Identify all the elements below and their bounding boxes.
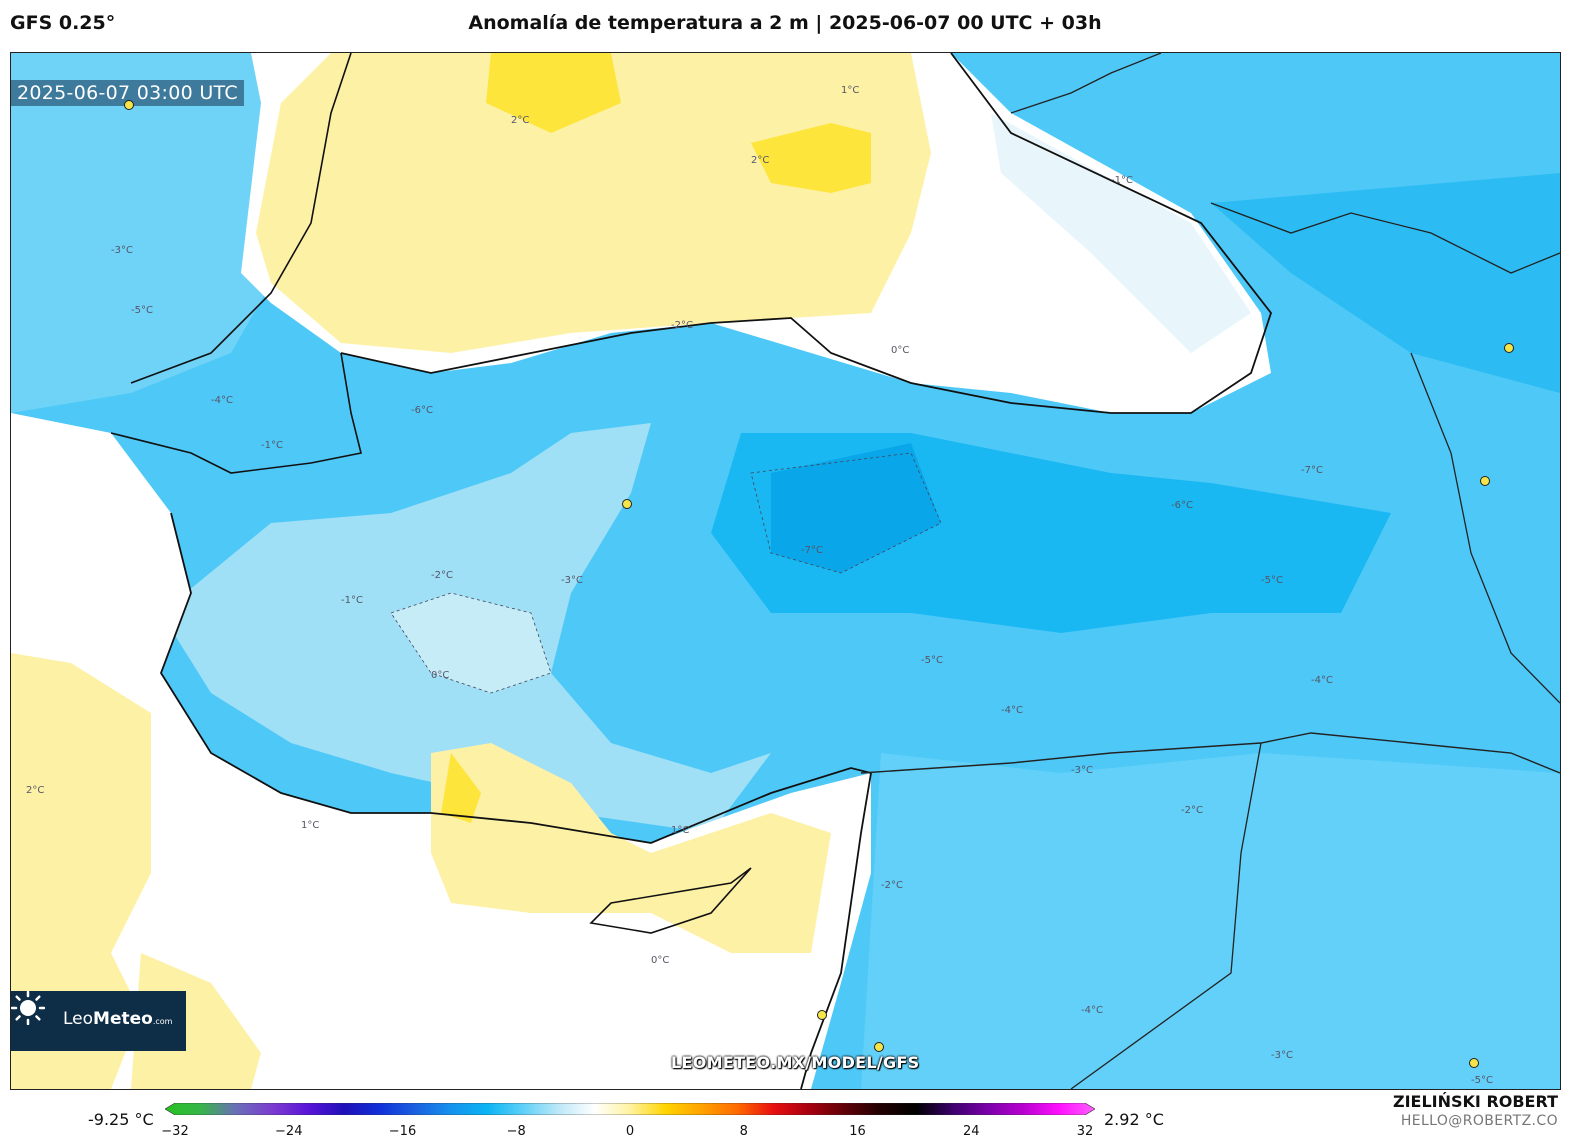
- contour-label: 2°C: [511, 115, 529, 126]
- contour-label: 0°C: [891, 345, 909, 356]
- map-area[interactable]: 2°C 2°C 2°C 1°C 0°C -1°C -2°C -3°C -4°C …: [10, 52, 1561, 1090]
- coastline-south-anatolia: [160, 512, 873, 1089]
- contour-label: -4°C: [1081, 1005, 1103, 1016]
- colorbar-ticks: −32 −24 −16 −8 0 8 16 24 32: [161, 1124, 1095, 1140]
- map-title: Anomalía de temperatura a 2 m | 2025-06-…: [468, 12, 1102, 34]
- city-marker: [817, 1010, 827, 1020]
- colorbar-tick-label: 0: [625, 1124, 635, 1139]
- city-marker: [1469, 1058, 1479, 1068]
- border-turkey-syria: [860, 732, 1560, 774]
- logo-wordmark: LeoMeteo.com: [63, 1009, 173, 1029]
- contour-label: -4°C: [1311, 675, 1333, 686]
- city-marker: [1504, 343, 1514, 353]
- valid-time-badge: 2025-06-07 03:00 UTC: [11, 80, 244, 106]
- contour-core: [750, 452, 942, 574]
- black-sea-warm-core-2: [751, 123, 871, 193]
- anomaly-field-se: [861, 753, 1560, 1089]
- colorbar-min-label: -9.25 °C: [88, 1110, 154, 1129]
- black-sea-edge-light: [991, 113, 1251, 353]
- contour-label: -6°C: [411, 405, 433, 416]
- contour-label: -3°C: [561, 575, 583, 586]
- leometeo-logo[interactable]: LeoMeteo.com: [11, 991, 186, 1051]
- colorbar-tick-label: 32: [1076, 1124, 1094, 1139]
- contour-label: -3°C: [1271, 1050, 1293, 1061]
- border-caucasus: [1210, 202, 1560, 274]
- coastline-marmara: [110, 352, 362, 474]
- levant-warm: [431, 743, 831, 953]
- colorbar-tick-label: −16: [388, 1124, 417, 1139]
- mediterranean-white: [11, 413, 871, 1089]
- colorbar-tick-label: 16: [849, 1124, 866, 1139]
- border-syria-iraq: [1070, 742, 1262, 1089]
- contour-label: -1°C: [261, 440, 283, 451]
- colorbar-tick-label: 24: [962, 1124, 980, 1139]
- contour-label: -3°C: [1071, 765, 1093, 776]
- contour-label: 1°C: [841, 85, 859, 96]
- colorbar-tick-label: 8: [739, 1124, 748, 1139]
- black-sea-warm: [256, 53, 931, 353]
- contour-label: -2°C: [431, 570, 453, 581]
- anomaly-field-nw: [11, 53, 331, 413]
- contour-label: -6°C: [1171, 500, 1193, 511]
- contour-label: 2°C: [751, 155, 769, 166]
- contour-label: -5°C: [131, 305, 153, 316]
- black-sea-warm-core-1: [486, 53, 621, 133]
- contour-label: -7°C: [801, 545, 823, 556]
- coastline-west-black-sea: [130, 53, 352, 384]
- colorbar-max-label: 2.92 °C: [1104, 1110, 1164, 1129]
- contour-label: -4°C: [1001, 705, 1023, 716]
- contour-label: -2°C: [671, 320, 693, 331]
- contour-label: -1°C: [1111, 175, 1133, 186]
- anomaly-map-svg: 2°C 2°C 2°C 1°C 0°C -1°C -2°C -3°C -4°C …: [11, 53, 1560, 1089]
- anomaly-field-core-deep: [771, 443, 941, 573]
- contour-label: -7°C: [1301, 465, 1323, 476]
- cyprus-outline: [589, 867, 752, 934]
- contour-label: -5°C: [1471, 1075, 1493, 1086]
- aegean-warm: [11, 653, 151, 1089]
- contour-labels: 2°C 2°C 2°C 1°C 0°C -1°C -2°C -3°C -4°C …: [26, 85, 1493, 1086]
- contour-label: -5°C: [921, 655, 943, 666]
- border-ukraine: [1010, 53, 1162, 114]
- colorbar: [165, 1103, 1095, 1115]
- contour-label: 1°C: [301, 820, 319, 831]
- contour-label: 0°C: [431, 670, 449, 681]
- colorbar-bar: [165, 1103, 1095, 1115]
- border-east: [1410, 352, 1560, 704]
- contour-label: -4°C: [211, 395, 233, 406]
- colorbar-tick-label: −8: [506, 1124, 526, 1139]
- libya-warm: [131, 953, 261, 1089]
- model-label: GFS 0.25°: [10, 12, 116, 34]
- contour-label: 0°C: [651, 955, 669, 966]
- contour-label: -3°C: [111, 245, 133, 256]
- author-credit: ZIELIŃSKI ROBERT: [1392, 1092, 1558, 1111]
- city-marker: [124, 100, 134, 110]
- watermark-url[interactable]: LEOMETEO.MX/MODEL/GFS: [671, 1053, 920, 1072]
- contour-label: -1°C: [341, 595, 363, 606]
- contour-label: -2°C: [1181, 805, 1203, 816]
- author-email[interactable]: HELLO@ROBERTZ.CO: [1400, 1113, 1558, 1129]
- city-marker: [622, 499, 632, 509]
- contour-label: -5°C: [1261, 575, 1283, 586]
- contour-label: 2°C: [26, 785, 44, 796]
- colorbar-tick-label: −24: [275, 1124, 303, 1139]
- coast-warm-core: [441, 753, 481, 823]
- anomaly-field-ne: [1211, 173, 1560, 393]
- colorbar-tick-label: −32: [161, 1124, 189, 1139]
- city-marker: [874, 1042, 884, 1052]
- contour-label: -2°C: [881, 880, 903, 891]
- city-marker: [1480, 476, 1490, 486]
- sun-icon: [11, 991, 45, 1025]
- coastline-black-sea: [340, 53, 1273, 414]
- contour-label: 1°C: [671, 825, 689, 836]
- anomaly-field-central-lighter: [391, 593, 551, 693]
